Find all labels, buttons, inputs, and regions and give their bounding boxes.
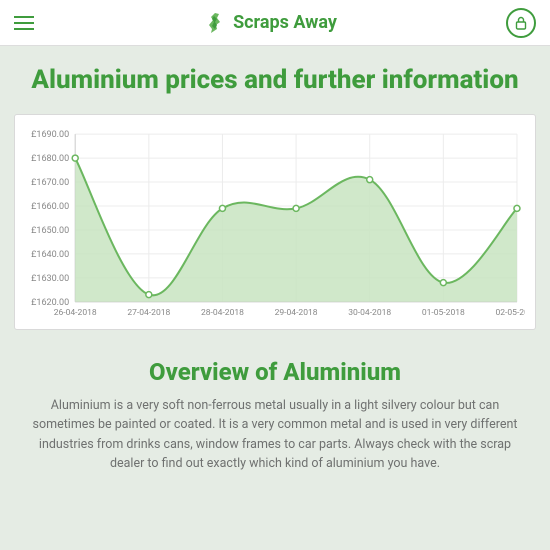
svg-text:27-04-2018: 27-04-2018 [127, 308, 170, 318]
section-title: Overview of Aluminium [0, 344, 550, 396]
svg-text:£1640.00: £1640.00 [31, 250, 69, 260]
lock-icon [515, 16, 527, 30]
svg-text:£1620.00: £1620.00 [31, 298, 69, 308]
svg-text:01-05-2018: 01-05-2018 [422, 308, 465, 318]
chart-svg: £1690.00 £1680.00 £1670.00 £1660.00 £1650.00… [25, 125, 525, 323]
lock-button[interactable] [506, 8, 536, 38]
svg-text:£1630.00: £1630.00 [31, 274, 69, 284]
brand-name: Scraps Away [233, 12, 337, 33]
brand[interactable]: Scraps Away [203, 11, 337, 35]
overview-text: Aluminium is a very soft non-ferrous met… [0, 396, 550, 484]
svg-text:£1680.00: £1680.00 [31, 154, 69, 164]
svg-text:£1650.00: £1650.00 [31, 226, 69, 236]
svg-text:£1690.00: £1690.00 [31, 130, 69, 140]
svg-text:£1670.00: £1670.00 [31, 178, 69, 188]
header: Scraps Away [0, 0, 550, 46]
svg-text:26-04-2018: 26-04-2018 [54, 308, 97, 318]
menu-icon[interactable] [14, 16, 34, 30]
price-chart: £1690.00 £1680.00 £1670.00 £1660.00 £1650.00… [14, 114, 536, 330]
page-title: Aluminium prices and further information [0, 46, 550, 114]
svg-text:£1660.00: £1660.00 [31, 202, 69, 212]
svg-text:02-05-2018: 02-05-2018 [495, 308, 525, 318]
brand-logo-icon [203, 11, 227, 35]
svg-text:28-04-2018: 28-04-2018 [201, 308, 244, 318]
svg-text:30-04-2018: 30-04-2018 [348, 308, 391, 318]
svg-text:29-04-2018: 29-04-2018 [275, 308, 318, 318]
